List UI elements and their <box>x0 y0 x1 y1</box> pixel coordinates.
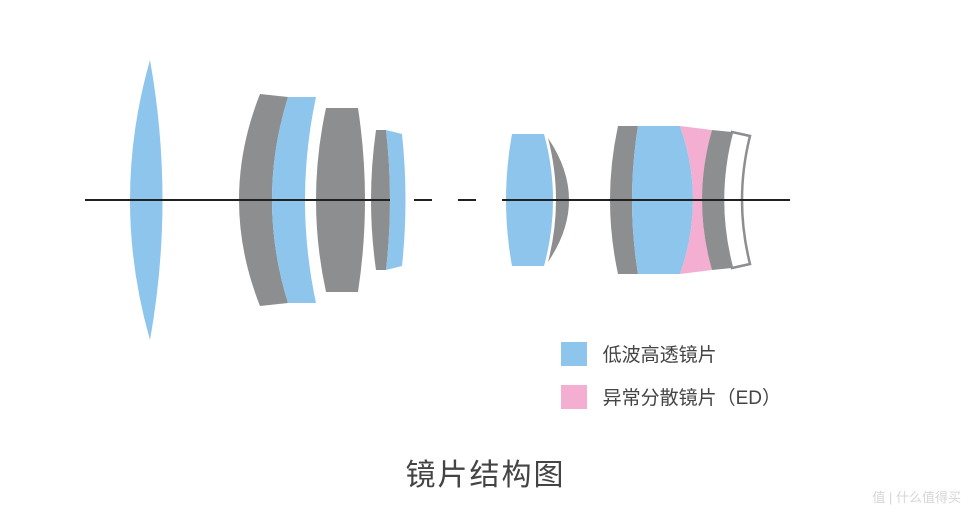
watermark-text: 值 | 什么值得买 <box>872 487 961 506</box>
legend-item-pink: 异常分散镜片（ED） <box>561 383 781 410</box>
swatch-icon <box>561 342 587 366</box>
legend-label: 异常分散镜片（ED） <box>603 383 781 410</box>
legend-label: 低波高透镜片 <box>603 340 717 367</box>
diagram-title: 镜片结构图 <box>406 450 566 494</box>
lens-svg <box>0 0 971 514</box>
legend-item-blue: 低波高透镜片 <box>561 340 781 367</box>
legend: 低波高透镜片 异常分散镜片（ED） <box>561 340 781 426</box>
lens-structure-diagram <box>0 0 971 514</box>
swatch-icon <box>561 385 587 409</box>
